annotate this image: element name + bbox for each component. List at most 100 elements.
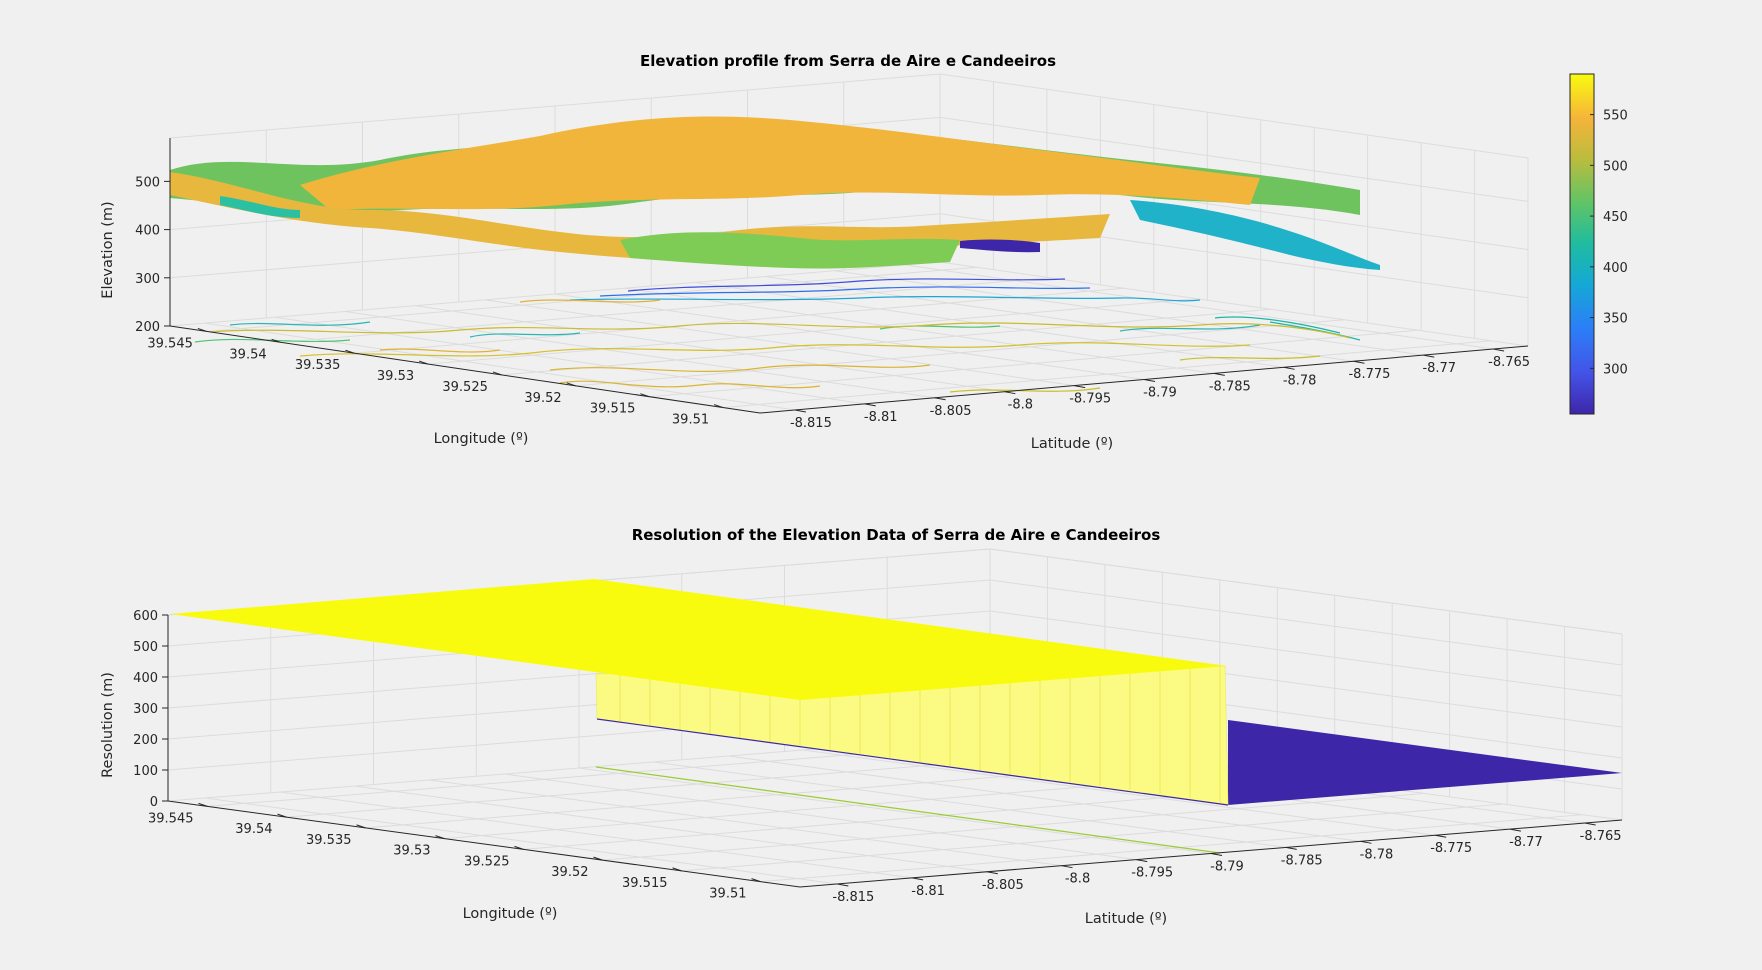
y-tick-mark [912,877,924,881]
resolution-cliff-hatch [619,666,1221,803]
y-tick-mark [934,397,946,401]
y-tick-mark [1136,859,1148,863]
y-tick-label: -8.815 [832,890,874,905]
contour-line [209,322,1351,339]
x-tick-label: 39.515 [622,876,668,891]
contour-line [569,296,1201,302]
x-tick-label: 39.54 [235,822,272,837]
y-tick-label: -8.785 [1281,853,1323,868]
z-tick-label: 300 [135,272,160,287]
x-tick-mark [277,813,287,818]
y-tick-label: -8.775 [1430,841,1472,856]
resolution-z-axis-label: Resolution (m) [100,672,116,778]
x-tick-label: 39.52 [524,391,561,406]
colorbar-ticks: 300 350 400 450 500 550 [1590,109,1628,377]
x-tick-label: 39.53 [393,844,430,859]
x-tick-label: 39.545 [148,811,194,826]
y-tick-label: -8.78 [1360,847,1394,862]
floor-gridline [904,264,1494,350]
resolution-x-axis-label: Longitude (º) [463,906,558,922]
x-tick-mark [435,835,445,840]
contour-line [949,355,1321,393]
x-tick-label: 39.51 [709,887,746,902]
resolution-y-axis-label: Latitude (º) [1085,911,1167,927]
resolution-axes: Resolution of the Elevation Data of Serr… [100,526,1623,927]
z-tick-label: 400 [133,671,158,686]
contour-line [229,321,1261,338]
colorbar-tick-label: 450 [1603,210,1628,225]
colorbar-tick-label: 350 [1603,312,1628,327]
x-tick-label: 39.525 [442,380,488,395]
y-tick-mark [1004,391,1016,395]
x-tick-mark [197,327,208,332]
floor-gridline [834,270,1424,356]
colorbar: 300 350 400 450 500 550 [1569,73,1628,415]
surface-blue-tail [1130,200,1380,270]
cliff-base-edge [596,718,1229,806]
x-tick-label: 39.52 [551,865,588,880]
floor-gridline [354,785,987,873]
floor-gridline [504,773,1137,861]
y-tick-mark [1435,834,1447,838]
y-tick-label: -8.805 [982,878,1024,893]
x-tick-label: 39.535 [295,358,341,373]
z-tick-label: 200 [135,320,160,335]
x-tick-label: 39.54 [229,347,266,362]
elevation-y-axis-label: Latitude (º) [1031,436,1113,452]
floor-gridline [624,287,1214,374]
z-gridline [167,610,1623,697]
z-tick-label: 0 [150,795,158,810]
y-tick-mark [1423,354,1435,358]
z-tick-label: 600 [133,609,158,624]
colorbar-tick-label: 550 [1603,109,1628,124]
contour-line [599,286,1091,297]
resolution-surface [170,579,1622,854]
y-tick-mark [1210,853,1223,856]
floor-gridline [554,293,1145,380]
x-tick-mark [492,371,503,376]
floor-gridline [484,299,1075,387]
x-tick-mark [566,382,576,387]
y-tick-label: -8.8 [1065,872,1090,887]
y-tick-mark [1353,360,1365,364]
y-tick-mark [1061,865,1073,869]
y-tick-label: -8.81 [911,884,945,899]
high-resolution-plane [170,579,1227,700]
colorbar-tick-label: 300 [1603,362,1628,377]
floor-gridline [694,281,1284,368]
surface-dip [960,239,1040,253]
y-tick-label: -8.8 [1008,398,1033,413]
floor-gridline [280,791,913,879]
x-tick-label: 39.535 [306,833,352,848]
y-tick-label: -8.775 [1348,367,1390,382]
x-tick-mark [514,845,524,850]
y-tick-label: -8.765 [1488,355,1530,370]
contour-line [379,299,661,353]
elevation-chart-title: Elevation profile from Serra de Aire e C… [640,52,1056,70]
elevation-axes: Elevation profile from Serra de Aire e C… [100,52,1628,452]
y-tick-mark [1584,822,1596,826]
x-tick-mark [713,404,724,409]
y-tick-mark [864,403,876,407]
x-tick-mark [356,824,366,829]
z-gridline [169,213,1529,299]
floor-gridline [205,797,838,885]
y-tick-mark [1360,840,1372,844]
x-tick-label: 39.525 [464,854,510,869]
top-back-grid [169,73,1529,411]
y-tick-mark [1285,846,1297,850]
x-tick-mark [198,802,208,807]
surface-left-cyan [220,196,300,218]
floor-resolution-line [595,766,1221,854]
contour-projection [194,278,1361,393]
x-tick-label: 39.53 [377,369,414,384]
contour-line [549,364,931,389]
resolution-chart-title: Resolution of the Elevation Data of Serr… [632,526,1161,544]
floor-gridline [803,749,1436,836]
y-tick-mark [794,409,806,413]
y-tick-mark [1509,828,1521,832]
y-tick-label: -8.81 [864,410,898,425]
floor-gridline [764,276,1354,362]
floor-gridline [578,767,1212,854]
x-axis-line [169,325,761,414]
